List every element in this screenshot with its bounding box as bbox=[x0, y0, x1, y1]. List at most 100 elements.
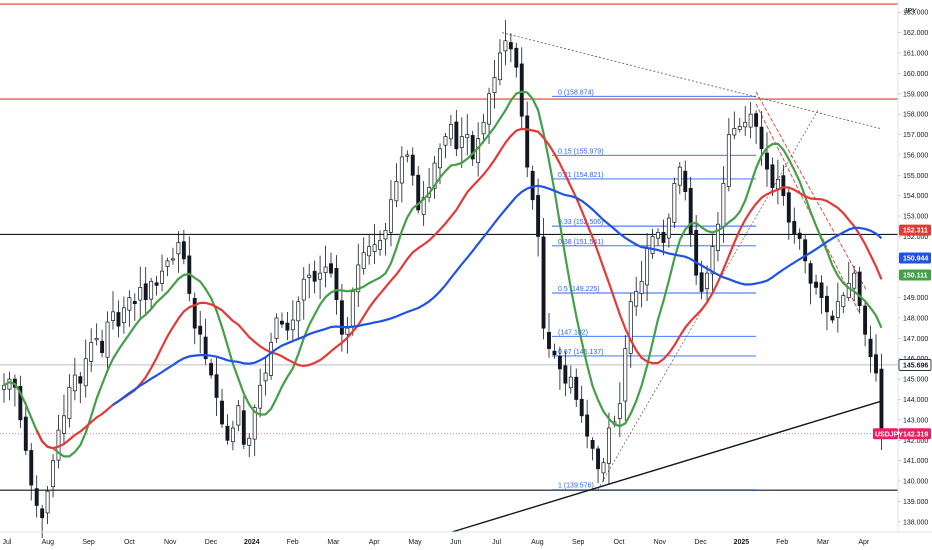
candle-body bbox=[23, 416, 28, 451]
candle-body bbox=[786, 192, 791, 223]
channel-line-upper[interactable] bbox=[755, 91, 867, 290]
candle-body bbox=[841, 295, 846, 308]
candle-body bbox=[656, 232, 660, 239]
candle-body bbox=[203, 336, 208, 360]
candle-body bbox=[454, 121, 459, 150]
candle-body bbox=[192, 298, 197, 329]
rising-dashed-line[interactable] bbox=[597, 109, 819, 490]
price-badge-label-4: 142.319 bbox=[903, 431, 928, 438]
candle-body bbox=[688, 188, 693, 235]
candle-body bbox=[7, 378, 12, 390]
x-tick-label-21: Apr bbox=[858, 539, 870, 546]
candle-body bbox=[743, 121, 748, 128]
price-badge-2 bbox=[899, 269, 931, 281]
candle-body bbox=[623, 348, 628, 402]
price-badges: 152.311 150.944 150.111 145.696 142.319USDJP… bbox=[873, 224, 932, 440]
trend-lines[interactable] bbox=[451, 32, 881, 533]
y-tick-label-3: 141.000 bbox=[903, 458, 928, 465]
candle-body bbox=[416, 174, 421, 211]
x-tick-label-14: Sep bbox=[572, 539, 585, 546]
candle-body bbox=[269, 342, 274, 376]
candle-body bbox=[683, 170, 688, 192]
candle-body bbox=[601, 462, 606, 474]
price-badge-3 bbox=[898, 359, 932, 371]
x-tick-label-11: Jun bbox=[450, 539, 461, 546]
symbol-badge-label: USDJPY bbox=[875, 431, 903, 438]
candle-body bbox=[617, 403, 622, 419]
fib-label-7: 0.67 (146.137) bbox=[558, 349, 604, 356]
rising-trendline[interactable] bbox=[451, 400, 881, 533]
candle-body bbox=[318, 272, 323, 280]
price-axis[interactable]: 138.000 139.000 140.000 141.000 142.000 143.0… bbox=[898, 10, 928, 527]
candle-body bbox=[519, 63, 524, 117]
channel-line-lower[interactable] bbox=[755, 103, 861, 315]
candle-body bbox=[225, 425, 230, 441]
moving-averages bbox=[3, 90, 883, 458]
y-tick-label-9: 147.000 bbox=[903, 336, 928, 343]
candle-body bbox=[438, 148, 442, 169]
candle-body bbox=[492, 77, 497, 93]
x-tick-label-20: Mar bbox=[817, 539, 830, 546]
candle-body bbox=[181, 241, 186, 260]
candle-body bbox=[323, 266, 328, 274]
candle-body bbox=[677, 166, 682, 186]
candle-body bbox=[808, 263, 813, 284]
candle-body bbox=[765, 152, 769, 170]
candle-body bbox=[78, 376, 83, 384]
candle-body bbox=[214, 374, 219, 398]
candle-body bbox=[132, 300, 137, 305]
x-tick-label-5: Dec bbox=[205, 539, 218, 546]
candle-body bbox=[154, 282, 159, 286]
falling-trendline[interactable] bbox=[501, 32, 881, 129]
candle-body bbox=[241, 410, 246, 445]
y-tick-label-16: 154.000 bbox=[903, 193, 928, 200]
candle-body bbox=[198, 325, 203, 335]
price-badge-0 bbox=[899, 224, 931, 236]
candle-body bbox=[508, 42, 513, 50]
x-tick-label-15: Oct bbox=[614, 539, 625, 546]
candle-body bbox=[568, 376, 573, 389]
y-tick-label-25: 163.000 bbox=[903, 10, 928, 17]
fib-label-1: 0.15 (155.979) bbox=[558, 148, 604, 155]
candle-body bbox=[699, 272, 704, 292]
candle-body bbox=[111, 311, 115, 321]
y-tick-label-2: 140.000 bbox=[903, 479, 928, 486]
candle-body bbox=[432, 162, 437, 189]
candle-body bbox=[296, 301, 301, 322]
candle-body bbox=[40, 508, 45, 519]
candle-body bbox=[879, 368, 884, 435]
candle-body bbox=[814, 281, 819, 288]
candle-body bbox=[650, 236, 655, 254]
candle-body bbox=[94, 338, 99, 341]
candle-body bbox=[345, 327, 350, 335]
candle-body bbox=[51, 460, 56, 487]
x-tick-label-1: Aug bbox=[42, 539, 55, 546]
horizontal-lines bbox=[0, 3, 898, 491]
candle-body bbox=[645, 248, 650, 286]
candle-body bbox=[579, 398, 584, 417]
candle-body bbox=[819, 282, 824, 298]
y-tick-label-18: 156.000 bbox=[903, 152, 928, 159]
candle-body bbox=[394, 181, 399, 202]
candle-body bbox=[557, 355, 562, 370]
y-tick-label-19: 157.000 bbox=[903, 132, 928, 139]
candle-body bbox=[547, 332, 551, 349]
candle-body bbox=[258, 384, 263, 409]
time-axis[interactable]: Jul Aug Sep Oct Nov Dec 2024 Feb Mar Apr May Jun Jul… bbox=[3, 539, 870, 546]
moving-average-green bbox=[3, 90, 883, 458]
candle-body bbox=[301, 278, 306, 301]
candle-body bbox=[792, 221, 797, 235]
x-tick-label-3: Oct bbox=[124, 539, 135, 546]
y-tick-label-1: 139.000 bbox=[903, 499, 928, 506]
candle-body bbox=[290, 319, 295, 331]
price-badge-1 bbox=[899, 252, 931, 264]
x-tick-label-19: Feb bbox=[776, 539, 788, 546]
y-tick-label-15: 153.000 bbox=[903, 214, 928, 221]
candle-body bbox=[590, 439, 595, 449]
fib-label-4: 0.38 (151.541) bbox=[558, 239, 604, 246]
candle-body bbox=[835, 301, 840, 318]
candle-body bbox=[726, 134, 731, 187]
currency-label: JPY bbox=[904, 8, 917, 15]
